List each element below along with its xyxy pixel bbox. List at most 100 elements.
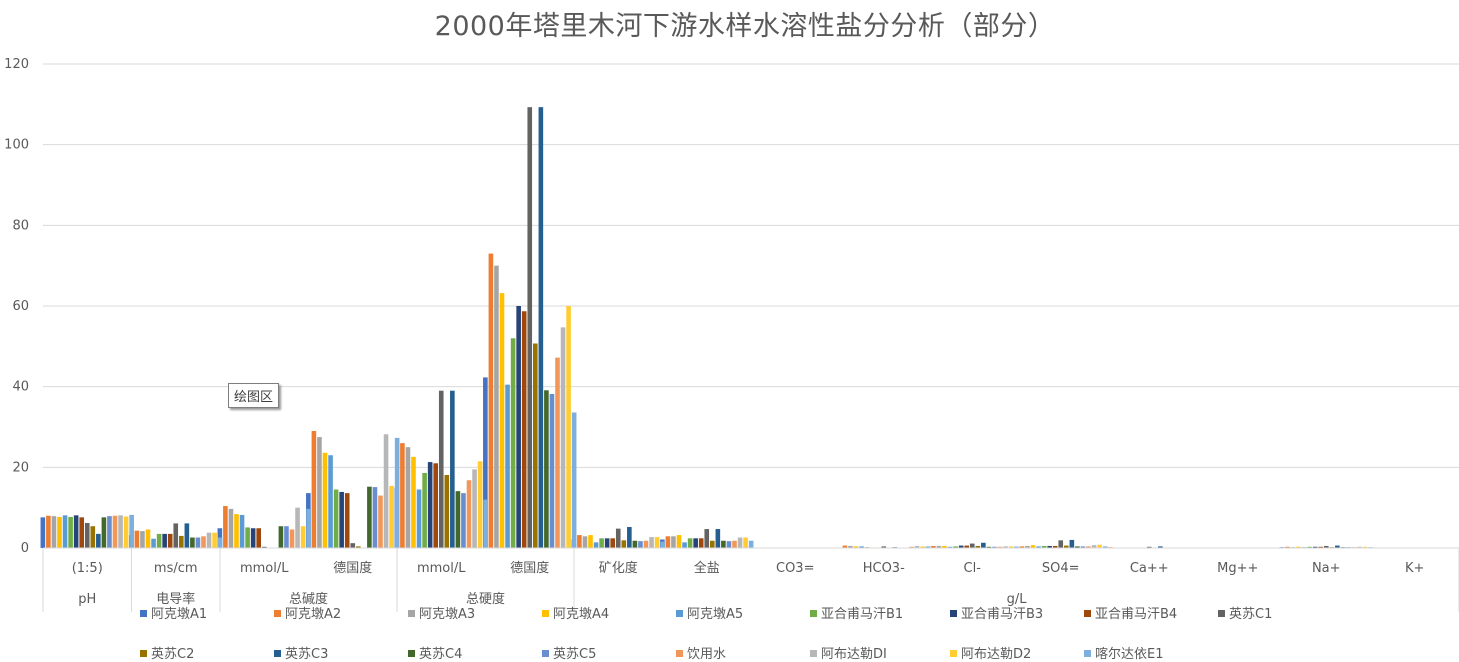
bar[interactable] xyxy=(743,537,748,548)
bar[interactable] xyxy=(687,538,693,548)
bar[interactable] xyxy=(62,515,68,548)
bar[interactable] xyxy=(427,462,433,548)
bar[interactable] xyxy=(693,538,698,548)
bar[interactable] xyxy=(555,357,560,548)
legend-item[interactable]: 亚合甫马汗B1 xyxy=(810,603,903,622)
bar[interactable] xyxy=(577,535,582,548)
bar[interactable] xyxy=(704,529,710,548)
bar[interactable] xyxy=(107,516,112,548)
bar[interactable] xyxy=(151,538,156,548)
bar[interactable] xyxy=(84,522,90,548)
bar[interactable] xyxy=(593,542,599,548)
bar[interactable] xyxy=(986,546,992,548)
bar[interactable] xyxy=(317,437,322,548)
bar[interactable] xyxy=(212,532,217,548)
bar[interactable] xyxy=(145,529,151,548)
bar[interactable] xyxy=(40,517,46,548)
bar[interactable] xyxy=(483,499,488,548)
bar[interactable] xyxy=(234,514,239,548)
bar[interactable] xyxy=(505,384,510,548)
bar[interactable] xyxy=(57,516,62,548)
bar[interactable] xyxy=(643,540,649,548)
bar[interactable] xyxy=(549,393,555,548)
bar[interactable] xyxy=(881,546,887,548)
bar[interactable] xyxy=(1047,545,1052,548)
bar[interactable] xyxy=(367,486,372,548)
bar[interactable] xyxy=(953,546,958,548)
bar[interactable] xyxy=(588,535,593,548)
bar[interactable] xyxy=(1102,546,1108,548)
bar[interactable] xyxy=(400,443,405,548)
legend-item[interactable]: 阿克墩A2 xyxy=(274,603,341,622)
bar[interactable] xyxy=(942,545,947,548)
bar[interactable] xyxy=(726,541,732,548)
bar[interactable] xyxy=(499,293,505,548)
bar[interactable] xyxy=(1041,545,1047,548)
bar[interactable] xyxy=(206,532,212,548)
bar[interactable] xyxy=(90,526,96,548)
bar[interactable] xyxy=(140,531,145,548)
bar[interactable] xyxy=(721,540,726,548)
bar[interactable] xyxy=(450,390,455,548)
bar[interactable] xyxy=(228,508,234,548)
bar[interactable] xyxy=(975,545,981,548)
bar[interactable] xyxy=(123,516,129,548)
bar[interactable] xyxy=(339,491,344,548)
bar[interactable] xyxy=(1075,546,1080,548)
bar[interactable] xyxy=(190,537,195,548)
bar[interactable] xyxy=(582,536,588,548)
bar[interactable] xyxy=(1030,545,1036,548)
bar[interactable] xyxy=(344,493,350,548)
bar[interactable] xyxy=(378,495,383,548)
legend-item[interactable]: 英苏C4 xyxy=(408,643,462,662)
legend-item[interactable]: 阿布达勒DⅠ xyxy=(810,643,887,662)
bar[interactable] xyxy=(455,491,461,548)
bar[interactable] xyxy=(438,390,444,548)
bar[interactable] xyxy=(416,489,422,548)
bar[interactable] xyxy=(920,546,925,548)
bar[interactable] xyxy=(538,107,544,548)
bar[interactable] xyxy=(1052,545,1058,548)
bar[interactable] xyxy=(1091,545,1097,548)
bar[interactable] xyxy=(682,542,687,548)
bar[interactable] xyxy=(571,412,577,548)
bar[interactable] xyxy=(1362,546,1368,548)
bar[interactable] xyxy=(510,338,516,548)
bar[interactable] xyxy=(1285,546,1290,548)
bar[interactable] xyxy=(958,545,964,548)
bar[interactable] xyxy=(599,538,604,548)
legend-item[interactable]: 阿布达勒D2 xyxy=(950,643,1031,662)
bar[interactable] xyxy=(1323,545,1329,548)
bar[interactable] xyxy=(1146,546,1152,548)
bar[interactable] xyxy=(250,528,256,548)
bar[interactable] xyxy=(278,526,284,548)
bar[interactable] xyxy=(389,485,394,548)
bar[interactable] xyxy=(1296,546,1301,548)
legend-item[interactable]: 饮用水 xyxy=(676,643,726,662)
bar[interactable] xyxy=(328,455,333,548)
bar[interactable] xyxy=(73,515,79,548)
bar[interactable] xyxy=(925,546,931,548)
bar[interactable] xyxy=(859,546,864,548)
bar[interactable] xyxy=(544,390,549,548)
bar[interactable] xyxy=(261,546,267,548)
bar[interactable] xyxy=(295,507,300,548)
bar[interactable] xyxy=(179,535,184,548)
bar[interactable] xyxy=(167,533,173,548)
bar[interactable] xyxy=(1158,546,1163,548)
bar[interactable] xyxy=(627,527,632,548)
bar[interactable] xyxy=(333,489,339,548)
bar[interactable] xyxy=(433,463,438,548)
bar[interactable] xyxy=(638,541,643,548)
bar[interactable] xyxy=(1357,546,1362,548)
bar[interactable] xyxy=(184,523,190,548)
bar[interactable] xyxy=(383,434,389,548)
bar[interactable] xyxy=(533,343,538,548)
bar[interactable] xyxy=(394,437,400,548)
bar[interactable] xyxy=(1036,546,1041,548)
bar[interactable] xyxy=(1025,545,1030,548)
bar[interactable] xyxy=(698,538,704,548)
bar[interactable] xyxy=(737,537,743,548)
bar[interactable] xyxy=(311,431,317,548)
legend-item[interactable]: 阿克墩A4 xyxy=(542,603,609,622)
